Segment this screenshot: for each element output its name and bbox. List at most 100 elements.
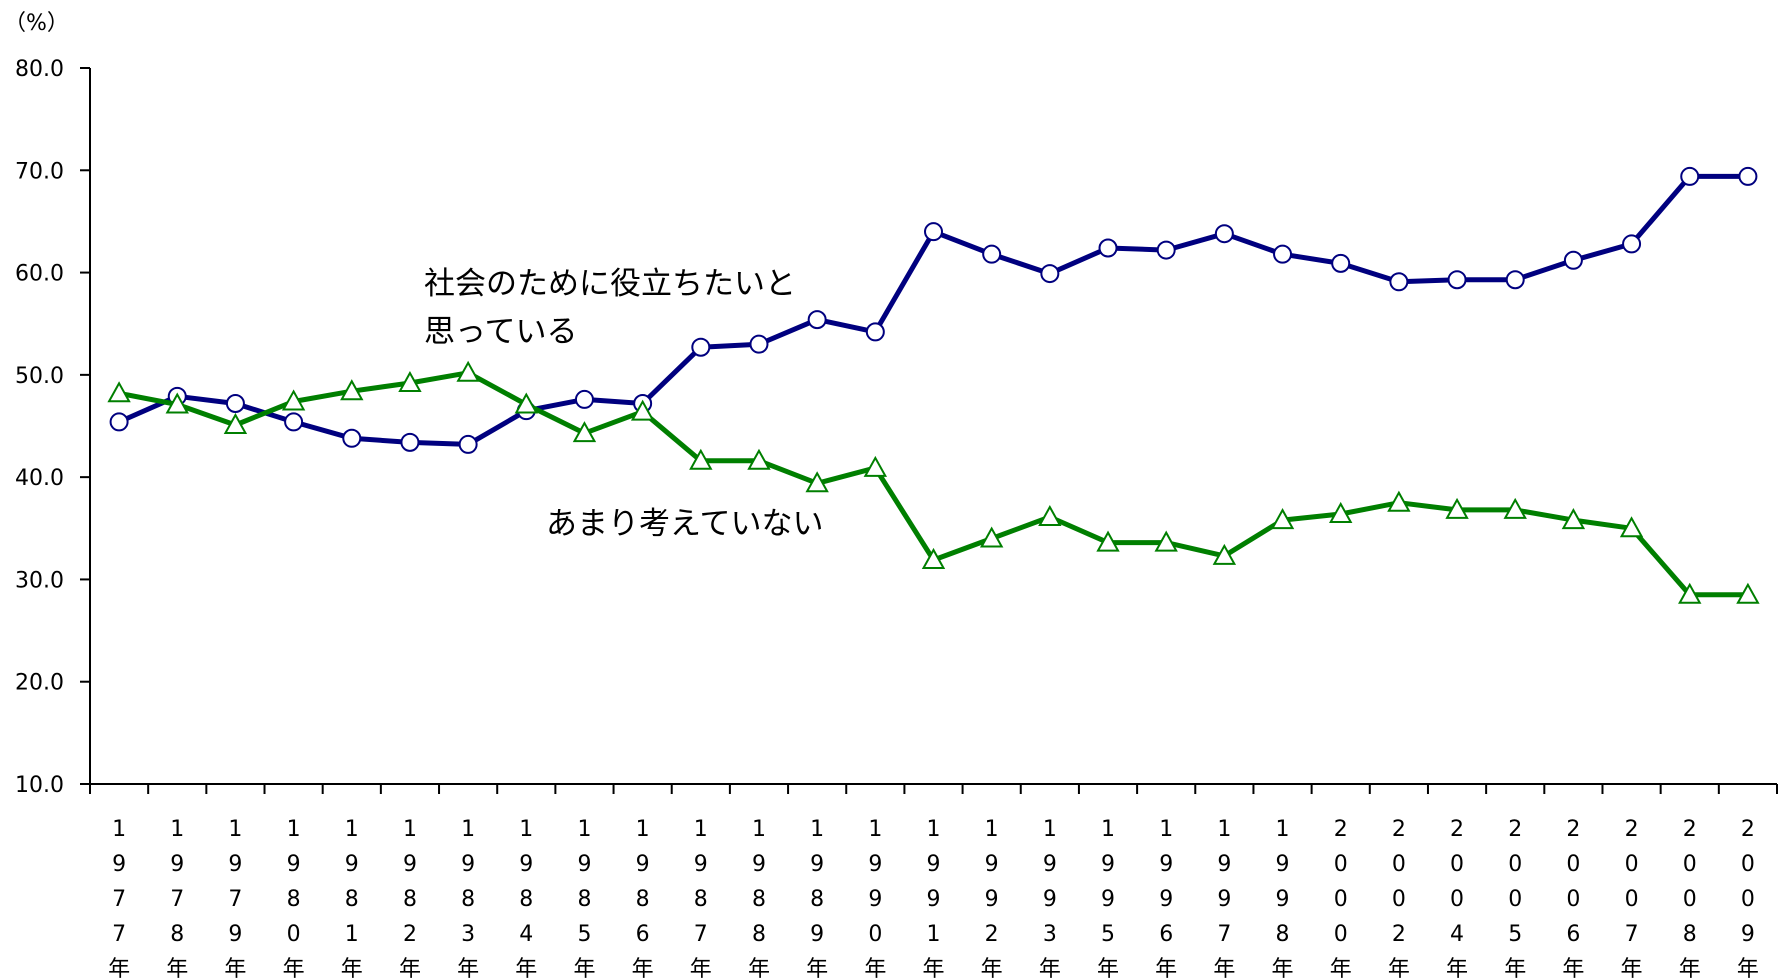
- data-point: [456, 360, 480, 382]
- data-point: [1273, 244, 1293, 264]
- data-point: [1096, 530, 1120, 552]
- y-tick-label: 80.0: [15, 57, 64, 82]
- data-point: [1212, 543, 1237, 565]
- data-point: [1561, 508, 1586, 530]
- y-tick-label: 20.0: [15, 671, 64, 696]
- data-point: [572, 421, 597, 443]
- data-point: [1389, 272, 1409, 292]
- data-point: [1214, 224, 1234, 244]
- data-point: [1447, 270, 1467, 290]
- data-point: [1505, 270, 1525, 290]
- series-annotation: 社会のために役立ちたいと思っている: [424, 266, 796, 350]
- data-point: [1563, 250, 1583, 270]
- data-point: [1329, 501, 1353, 523]
- axes: [89, 68, 1777, 785]
- data-point: [1738, 166, 1758, 186]
- data-point: [1270, 508, 1295, 530]
- data-point: [1098, 238, 1118, 258]
- series-annotation: あまり考えていない: [546, 506, 823, 542]
- data-point: [749, 334, 769, 354]
- data-point: [691, 337, 711, 357]
- data-point: [1736, 582, 1760, 604]
- data-point: [458, 434, 478, 454]
- data-point: [1503, 497, 1527, 519]
- data-point: [924, 222, 943, 242]
- data-point: [109, 412, 129, 432]
- x-axis-ticks: 1 9 7 7 年 1 9 7 8 年 1 9 7 9 年 1 9 8 0 年 1 9 8 1 年 1 9 8 2 年 1 9 8 3 年 1 9 8 4 年…: [89, 784, 1778, 979]
- data-point: [1622, 234, 1642, 254]
- y-axis-ticks: 10.0 20.0 30.0 40.0 50.0 60.0 70.0 80.0: [15, 57, 90, 798]
- data-point: [689, 448, 713, 470]
- data-point: [921, 547, 946, 569]
- y-tick-label: 30.0: [15, 568, 64, 593]
- data-point: [1387, 490, 1411, 512]
- data-point: [865, 322, 885, 342]
- data-point: [223, 412, 248, 434]
- data-point: [747, 448, 771, 470]
- data-point: [1619, 516, 1644, 538]
- data-point: [979, 526, 1004, 548]
- data-point: [807, 310, 827, 330]
- data-point: [1445, 497, 1469, 519]
- y-tick-label: 10.0: [15, 773, 64, 798]
- data-point: [1156, 240, 1176, 260]
- data-point: [1154, 530, 1178, 552]
- y-tick-label: 60.0: [15, 262, 64, 287]
- data-point: [982, 244, 1002, 264]
- data-point: [630, 399, 655, 421]
- series-layer: [107, 166, 1760, 604]
- data-point: [863, 455, 888, 477]
- y-tick-label: 70.0: [15, 159, 64, 184]
- data-point: [342, 428, 362, 448]
- data-point: [1040, 264, 1060, 284]
- y-tick-label: 50.0: [15, 364, 64, 389]
- series-line: [118, 173, 1748, 447]
- data-point: [340, 379, 364, 401]
- data-point: [284, 412, 304, 432]
- data-point: [281, 389, 306, 411]
- series-1: [109, 166, 1758, 454]
- data-point: [1038, 504, 1062, 527]
- data-point: [1331, 253, 1351, 273]
- y-tick-label: 40.0: [15, 466, 64, 491]
- data-point: [805, 471, 829, 493]
- data-point: [1680, 166, 1700, 186]
- series-2: [107, 360, 1760, 604]
- data-point: [225, 393, 245, 413]
- data-point: [165, 392, 189, 414]
- data-point: [400, 432, 420, 452]
- data-point: [514, 392, 538, 414]
- data-point: [398, 370, 422, 393]
